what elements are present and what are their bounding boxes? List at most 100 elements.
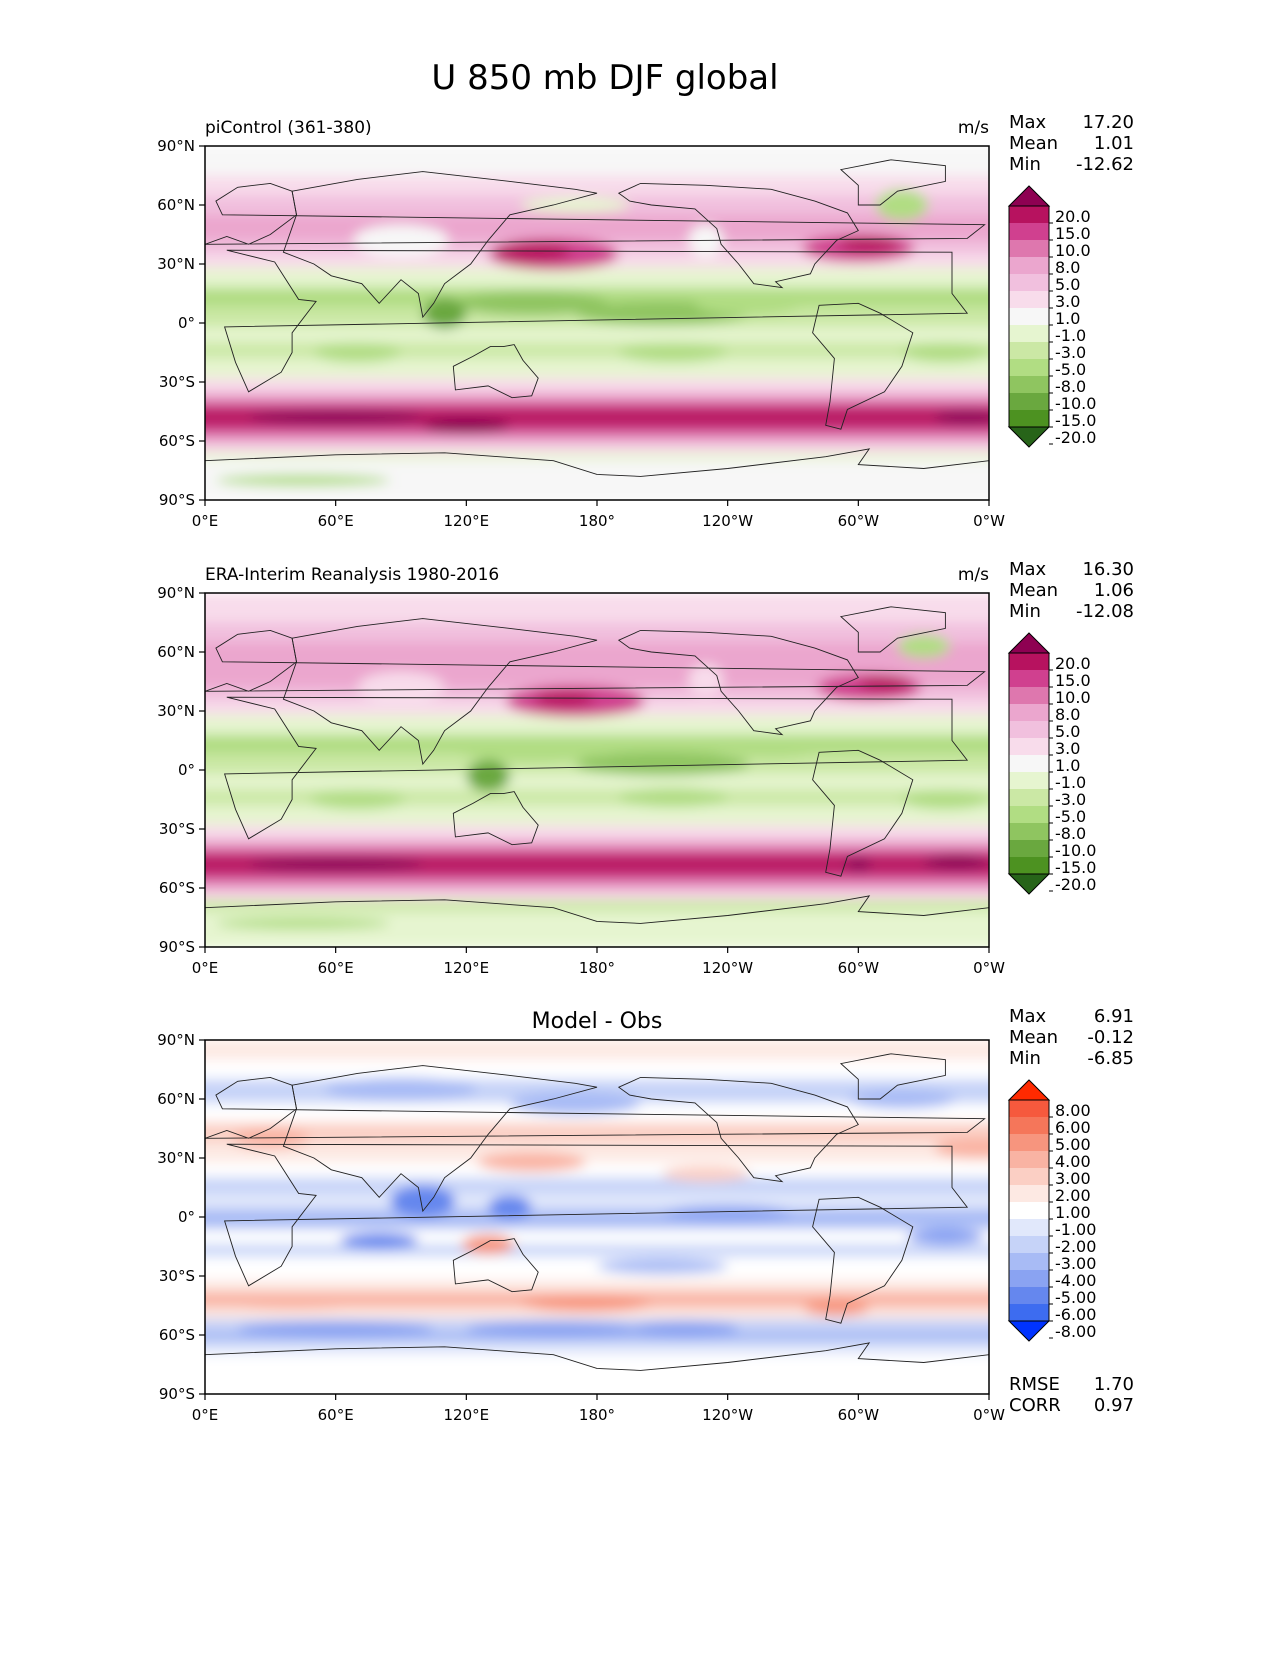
colorbar-segment (1009, 223, 1049, 240)
colorbar-segment (1009, 308, 1049, 325)
colorbar-segment (1009, 1287, 1049, 1304)
colorbar-segment (1009, 291, 1049, 308)
field-blob (248, 856, 423, 873)
panel-center-title: Model - Obs (532, 1009, 663, 1034)
colorbar-frame (1008, 205, 1050, 428)
colorbar-frame (1008, 652, 1050, 875)
field-band (205, 714, 989, 736)
field-blob (488, 1195, 532, 1219)
coastline (617, 1076, 859, 1183)
colorbar-extend-bottom (1007, 426, 1051, 448)
coastline (839, 1053, 946, 1100)
lon-tick-label: 60°W (838, 512, 880, 530)
field-band (205, 805, 989, 827)
field-blob (422, 417, 510, 434)
map-axes: 0°E 60°E 120°E 180° 120°W 60°W 0°W 90°N 60°N 30°N… (157, 1031, 1005, 1424)
colorbar-segment (1009, 393, 1049, 410)
field-band (205, 872, 989, 884)
coastline (812, 302, 914, 430)
coastline (617, 182, 859, 289)
colorbar-label: 8.0 (1055, 258, 1080, 277)
coastline (57, 607, 162, 652)
colorbar-label: -10.0 (1055, 841, 1096, 860)
coastline (205, 448, 989, 500)
colorbar-segment (1009, 1202, 1049, 1219)
field-blob (858, 675, 911, 692)
colorbar-label: 3.0 (1055, 739, 1080, 758)
field-band (205, 378, 989, 393)
colorbar-segment (1009, 687, 1049, 704)
field-band (205, 401, 989, 411)
colorbar-segment (1009, 1168, 1049, 1185)
colorbar-label: 20.0 (1055, 207, 1091, 226)
colorbar-label: 8.0 (1055, 705, 1080, 724)
coastline (452, 791, 539, 846)
colorbar-segment (1009, 1151, 1049, 1168)
lat-tick-label: 90°S (159, 938, 195, 956)
coastline (29, 750, 129, 876)
field-band (205, 911, 989, 947)
colorbar-label: 5.0 (1055, 722, 1080, 741)
field-band (205, 146, 989, 177)
field-band (205, 1307, 989, 1321)
colorbar-label: -8.0 (1055, 377, 1086, 396)
lat-tick-label: 0° (178, 314, 195, 332)
coastline (29, 1197, 129, 1323)
field-blob (923, 854, 989, 871)
field-blob (466, 760, 510, 792)
field-band (205, 789, 989, 807)
figure-title: U 850 mb DJF global (431, 58, 778, 98)
lon-tick-label: 120°W (702, 959, 753, 977)
coastline (0, 697, 183, 839)
field-blob (237, 1321, 434, 1337)
field-blob (520, 197, 630, 213)
colorbar-segment (1009, 738, 1049, 755)
lon-tick-label: 0°E (192, 1406, 219, 1424)
stat-label: Max (1009, 1006, 1047, 1027)
coastline (0, 183, 74, 287)
field-blob (662, 1205, 793, 1221)
stat-label: Mean (1009, 1027, 1058, 1048)
colorbar-label: -15.0 (1055, 858, 1096, 877)
lat-tick-label: 30°S (159, 373, 195, 391)
field-blob (231, 1128, 310, 1149)
colorbar-segment (1009, 1100, 1049, 1117)
stat-value: -12.62 (1076, 154, 1134, 175)
field-band (205, 825, 989, 840)
colorbar-extend-top (1007, 1079, 1051, 1101)
field-blob (509, 1091, 641, 1115)
field-blob (901, 789, 989, 810)
field-blob (901, 342, 989, 363)
lat-tick-label: 30°S (159, 820, 195, 838)
field-blob (422, 297, 467, 329)
colorbar-segment (1009, 240, 1049, 257)
panel-units: m/s (958, 565, 989, 585)
field-blob (897, 634, 950, 658)
field-band (205, 175, 989, 197)
field-blob (461, 1234, 515, 1255)
field-band (205, 1256, 989, 1281)
field-band (205, 1209, 989, 1230)
stats-and-colorbar: Max 17.20 Mean 1.01 Min -12.62 20.015.010.08.0… (1007, 112, 1134, 448)
field-blob (618, 342, 728, 363)
field-band (205, 1228, 989, 1246)
colorbar-label: -2.00 (1055, 1237, 1096, 1256)
field-blob (455, 291, 608, 316)
colorbar-segment (1009, 840, 1049, 857)
lon-tick-label: 0°W (973, 512, 1005, 530)
coastline (57, 160, 162, 205)
coastline (205, 895, 989, 947)
colorbar-segment (1009, 772, 1049, 789)
lat-tick-label: 30°N (157, 1149, 195, 1167)
colorbar-segment (1009, 789, 1049, 806)
field-blob (520, 1295, 652, 1312)
colorbar-label: -5.0 (1055, 807, 1086, 826)
lat-tick-label: 60°N (157, 643, 195, 661)
colorbar-label: 3.00 (1055, 1169, 1091, 1188)
extra-stat-label: RMSE (1009, 1374, 1060, 1395)
field-blob (695, 291, 804, 316)
field-band (205, 1342, 989, 1356)
field-blob (575, 752, 750, 776)
colorbar-segment (1009, 274, 1049, 291)
stat-value: -12.08 (1076, 601, 1134, 622)
